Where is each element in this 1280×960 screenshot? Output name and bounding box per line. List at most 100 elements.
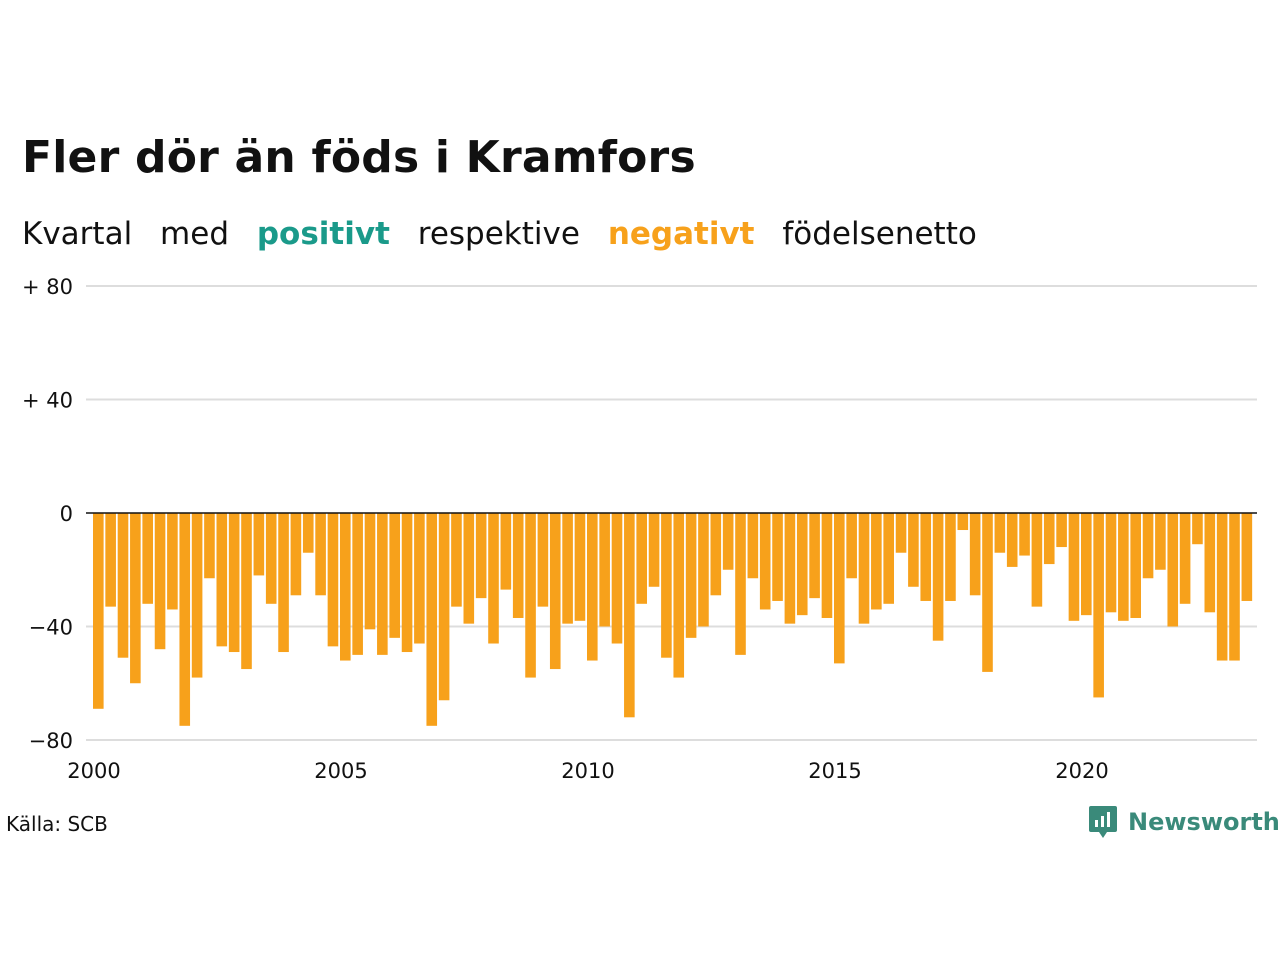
bar: [611, 513, 623, 644]
bar: [883, 513, 894, 604]
bar: [1130, 513, 1141, 618]
bar: [426, 513, 438, 726]
bar: [512, 513, 524, 618]
bar: [216, 513, 228, 647]
bar: [957, 513, 969, 531]
bar: [475, 513, 487, 599]
bar: [302, 513, 314, 553]
bar: [1043, 513, 1055, 565]
bar: [154, 513, 166, 650]
bar: [228, 513, 240, 653]
bar: [1031, 513, 1043, 607]
bar: [500, 513, 512, 590]
bar: [1216, 513, 1228, 661]
y-tick-label: 0: [60, 502, 73, 526]
x-tick-label: 2015: [808, 759, 861, 783]
bar: [834, 513, 845, 664]
bar: [1093, 513, 1104, 698]
y-tick-label: + 40: [22, 389, 73, 413]
subtitle-mid-2: respektive: [417, 216, 580, 252]
bar: [377, 513, 388, 655]
bar: [352, 513, 363, 655]
x-tick-label: 2020: [1055, 759, 1108, 783]
bar: [1056, 513, 1067, 548]
bar: [290, 513, 302, 596]
bar: [167, 513, 178, 610]
newsworthy-logo-icon: [1089, 806, 1117, 838]
subtitle-prefix: Kvartal: [22, 216, 133, 252]
bar: [204, 513, 215, 579]
bar: [722, 513, 734, 570]
bar: [1204, 513, 1216, 613]
bar: [241, 513, 252, 670]
bar: [537, 513, 549, 607]
bar: [414, 513, 425, 644]
bar: [340, 513, 351, 661]
brand-logo: Newsworthy: [1088, 804, 1280, 840]
bar: [1019, 513, 1030, 556]
bar: [784, 513, 796, 624]
bar: [821, 513, 833, 618]
bar: [1192, 513, 1203, 545]
bar: [735, 513, 746, 655]
bar: [549, 513, 561, 670]
bar: [982, 513, 993, 672]
bar: [278, 513, 289, 653]
bar: [130, 513, 141, 684]
bar: [1142, 513, 1154, 579]
bar: [920, 513, 932, 601]
subtitle-suffix: födelsenetto: [782, 216, 977, 252]
bar: [932, 513, 944, 641]
bar: [364, 513, 376, 630]
bar: [809, 513, 820, 599]
bar: [636, 513, 647, 604]
bar: [488, 513, 499, 644]
bar: [1118, 513, 1129, 621]
bar: [117, 513, 129, 658]
bar: [574, 513, 586, 621]
bar: [846, 513, 857, 579]
bar: [685, 513, 697, 638]
bar: [179, 513, 191, 726]
bar: [93, 513, 104, 709]
x-tick-label: 2010: [561, 759, 614, 783]
bar: [698, 513, 709, 627]
bar-chart: + 80 + 40 0 −40 −80 2000 2005 2010 2015 2020: [22, 275, 1257, 783]
bar: [1081, 513, 1092, 616]
bar: [858, 513, 870, 624]
bar: [463, 513, 475, 624]
bar: [253, 513, 265, 576]
bar: [994, 513, 1006, 553]
y-tick-label: + 80: [22, 275, 73, 299]
y-tick-label: −40: [29, 616, 73, 640]
bar: [945, 513, 956, 601]
bar: [438, 513, 450, 701]
bar: [105, 513, 116, 607]
bar: [908, 513, 919, 587]
bar: [327, 513, 339, 647]
bar: [871, 513, 882, 610]
x-tick-label: 2000: [67, 759, 120, 783]
bar: [759, 513, 771, 610]
y-tick-label: −80: [29, 729, 73, 753]
subtitle-mid-1: med: [160, 216, 229, 252]
bar: [142, 513, 153, 604]
bar: [1155, 513, 1166, 570]
bar: [587, 513, 598, 661]
bar: [599, 513, 610, 627]
bar: [525, 513, 536, 678]
x-tick-label: 2005: [314, 759, 367, 783]
bar: [1229, 513, 1240, 661]
bar: [401, 513, 413, 653]
bar: [1241, 513, 1253, 601]
bar: [796, 513, 808, 616]
source-note: Källa: SCB: [6, 812, 108, 836]
bar: [1105, 513, 1117, 613]
bar: [451, 513, 462, 607]
bar: [648, 513, 660, 587]
brand-name: Newsworthy: [1128, 808, 1280, 836]
bar: [191, 513, 203, 678]
bar: [747, 513, 759, 579]
bar: [1179, 513, 1191, 604]
bar: [265, 513, 277, 604]
